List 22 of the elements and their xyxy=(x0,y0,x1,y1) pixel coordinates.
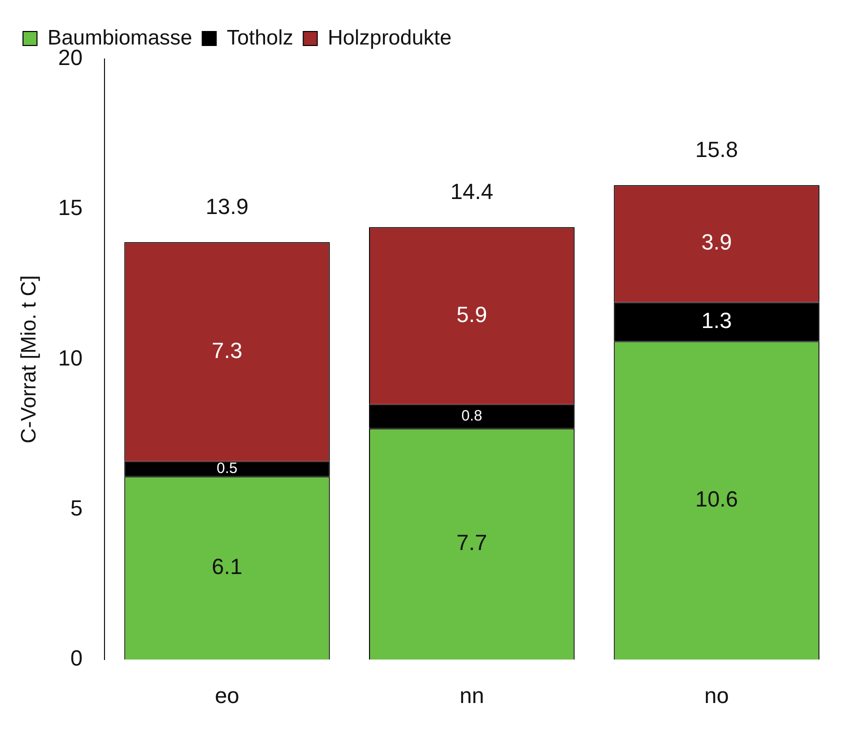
data-label: 10.6 xyxy=(695,486,738,512)
total-label: 15.8 xyxy=(695,137,738,162)
data-label: 0.5 xyxy=(216,460,238,478)
total-label: 13.9 xyxy=(206,194,248,220)
x-tick-label: nn xyxy=(460,682,484,708)
legend-label: Holzprodukte xyxy=(328,26,452,50)
data-label: 6.1 xyxy=(212,554,242,580)
y-axis-title: C-Vorrat [Mio. t C] xyxy=(17,275,40,444)
data-label: 1.3 xyxy=(701,308,732,333)
data-label: 7.7 xyxy=(456,530,488,556)
x-tick-label: eo xyxy=(214,682,240,708)
legend-label: Totholz xyxy=(226,26,294,50)
x-tick-label: no xyxy=(704,682,729,708)
y-tick-label: 5 xyxy=(70,496,83,521)
data-label: 5.9 xyxy=(456,302,488,327)
y-tick-label: 10 xyxy=(58,345,83,370)
y-tick-label: 15 xyxy=(58,195,83,220)
data-label: 7.3 xyxy=(212,338,242,363)
y-tick-label: 0 xyxy=(70,646,83,671)
data-label: 0.8 xyxy=(461,408,482,424)
total-label: 14.4 xyxy=(450,179,494,204)
data-label: 3.9 xyxy=(701,230,732,255)
